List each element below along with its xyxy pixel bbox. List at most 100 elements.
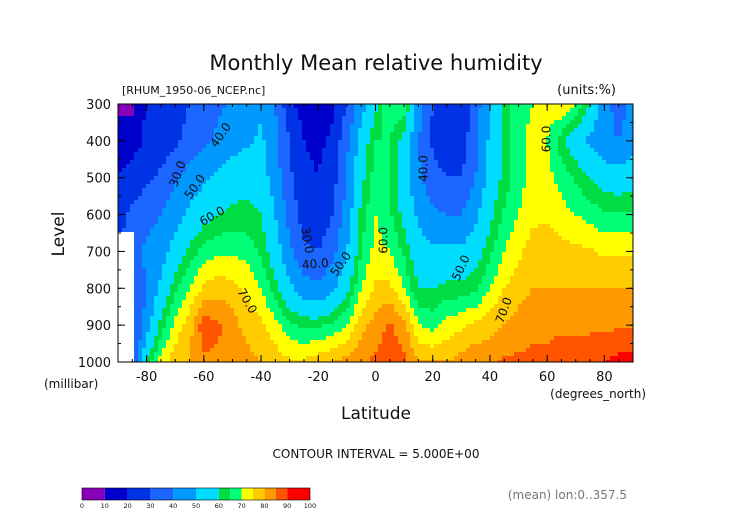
- field-cell: [518, 124, 523, 129]
- field-cell: [402, 160, 407, 165]
- field-cell: [142, 236, 147, 241]
- field-cell: [190, 240, 195, 245]
- field-cell: [178, 152, 183, 157]
- field-cell: [306, 176, 311, 181]
- field-cell: [422, 220, 427, 225]
- field-cell: [186, 164, 191, 169]
- field-cell: [554, 104, 559, 109]
- field-cell: [582, 172, 587, 177]
- field-cell: [302, 156, 307, 161]
- field-cell: [170, 188, 175, 193]
- field-cell: [298, 216, 303, 221]
- field-cell: [474, 104, 479, 109]
- field-cell: [334, 148, 339, 153]
- field-cell: [558, 228, 563, 233]
- field-cell: [342, 148, 347, 153]
- field-cell: [350, 116, 355, 121]
- field-cell: [590, 156, 595, 161]
- field-cell: [470, 144, 475, 149]
- field-cell: [318, 108, 323, 113]
- field-cell: [526, 180, 531, 185]
- field-cell: [258, 204, 263, 209]
- field-cell: [210, 248, 215, 253]
- field-cell: [230, 200, 235, 205]
- field-cell: [194, 128, 199, 133]
- field-cell: [210, 220, 215, 225]
- field-cell: [494, 248, 499, 253]
- field-cell: [590, 124, 595, 129]
- field-cell: [486, 184, 491, 189]
- field-cell: [374, 220, 379, 225]
- field-cell: [250, 212, 255, 217]
- field-cell: [218, 164, 223, 169]
- field-cell: [182, 104, 187, 109]
- field-cell: [606, 228, 611, 233]
- field-cell: [270, 128, 275, 133]
- field-cell: [306, 148, 311, 153]
- field-cell: [582, 252, 587, 257]
- field-cell: [170, 120, 175, 125]
- field-cell: [334, 224, 339, 229]
- field-cell: [122, 104, 127, 109]
- field-cell: [162, 184, 167, 189]
- field-cell: [402, 212, 407, 217]
- field-cell: [254, 128, 259, 133]
- field-cell: [142, 180, 147, 185]
- field-cell: [458, 248, 463, 253]
- field-cell: [406, 168, 411, 173]
- field-cell: [406, 184, 411, 189]
- field-cell: [278, 192, 283, 197]
- field-cell: [602, 152, 607, 157]
- field-cell: [146, 180, 151, 185]
- field-cell: [310, 188, 315, 193]
- field-cell: [482, 140, 487, 145]
- field-cell: [346, 148, 351, 153]
- field-cell: [474, 232, 479, 237]
- field-cell: [398, 248, 403, 253]
- field-cell: [450, 104, 455, 109]
- field-cell: [314, 188, 319, 193]
- field-cell: [302, 144, 307, 149]
- field-cell: [394, 200, 399, 205]
- field-cell: [630, 108, 633, 113]
- field-cell: [258, 148, 263, 153]
- field-cell: [614, 232, 619, 237]
- field-cell: [518, 228, 523, 233]
- field-cell: [294, 116, 299, 121]
- field-cell: [382, 148, 387, 153]
- field-cell: [150, 112, 155, 117]
- field-cell: [206, 232, 211, 237]
- field-cell: [478, 184, 483, 189]
- field-cell: [518, 164, 523, 169]
- field-cell: [322, 192, 327, 197]
- field-cell: [578, 112, 583, 117]
- field-cell: [510, 244, 515, 249]
- field-cell: [318, 240, 323, 245]
- field-cell: [478, 220, 483, 225]
- field-cell: [134, 188, 139, 193]
- field-cell: [338, 248, 343, 253]
- field-cell: [530, 144, 535, 149]
- field-cell: [306, 116, 311, 121]
- field-cell: [118, 192, 123, 197]
- field-cell: [302, 192, 307, 197]
- field-cell: [590, 132, 595, 137]
- field-cell: [398, 204, 403, 209]
- field-cell: [330, 256, 335, 261]
- field-cell: [486, 140, 491, 145]
- field-cell: [518, 224, 523, 229]
- field-cell: [350, 152, 355, 157]
- field-cell: [158, 172, 163, 177]
- field-cell: [538, 168, 543, 173]
- field-cell: [554, 112, 559, 117]
- field-cell: [378, 232, 383, 237]
- field-cell: [570, 232, 575, 237]
- field-cell: [354, 140, 359, 145]
- field-cell: [302, 240, 307, 245]
- field-cell: [230, 228, 235, 233]
- field-cell: [146, 128, 151, 133]
- field-cell: [570, 192, 575, 197]
- field-cell: [250, 124, 255, 129]
- field-cell: [290, 112, 295, 117]
- field-cell: [430, 216, 435, 221]
